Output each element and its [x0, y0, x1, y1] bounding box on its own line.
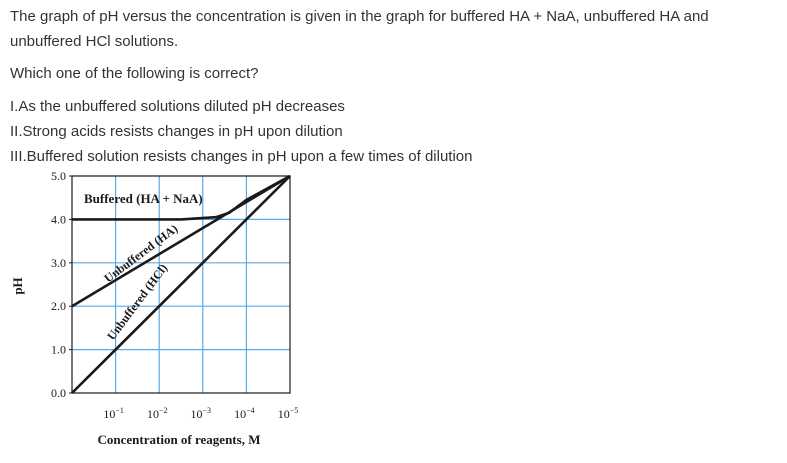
x-tick-labels: 10−1 10−2 10−3 10−4 10−5: [103, 406, 298, 421]
x-tick-label: 10−4: [234, 406, 255, 421]
series-line-1: [71, 174, 291, 308]
question-intro: The graph of pH versus the concentration…: [10, 8, 709, 50]
plot-frame: [71, 175, 291, 394]
question-ask: Which one of the following is correct?: [10, 65, 259, 82]
series: [71, 174, 291, 394]
y-tick-labels: 5.0 4.0 3.0 2.0 1.0 0.0: [51, 169, 72, 400]
y-tick-label: 3.0: [51, 256, 66, 270]
y-tick-label: 2.0: [51, 299, 66, 313]
x-axis-label: Concentration of reagents, M: [98, 432, 261, 447]
y-tick-label: 5.0: [51, 169, 66, 183]
label-unbuffered-ha: Unbuffered (HA): [101, 221, 180, 285]
label-buffered: Buffered (HA + NaA): [84, 191, 203, 206]
series-line-2: [71, 175, 291, 394]
y-tick-label: 4.0: [51, 212, 66, 226]
option-2: II.Strong acids resists changes in pH up…: [10, 123, 343, 140]
x-tick-label: 10−1: [103, 406, 124, 421]
option-1: I.As the unbuffered solutions diluted pH…: [10, 98, 345, 115]
option-3: III.Buffered solution resists changes in…: [10, 148, 473, 165]
y-tick-label: 1.0: [51, 343, 66, 357]
x-tick-label: 10−5: [278, 406, 299, 421]
y-tick-label: 0.0: [51, 386, 66, 400]
y-axis-label: pH: [10, 277, 25, 294]
x-tick-label: 10−2: [147, 406, 168, 421]
x-tick-label: 10−3: [191, 406, 212, 421]
